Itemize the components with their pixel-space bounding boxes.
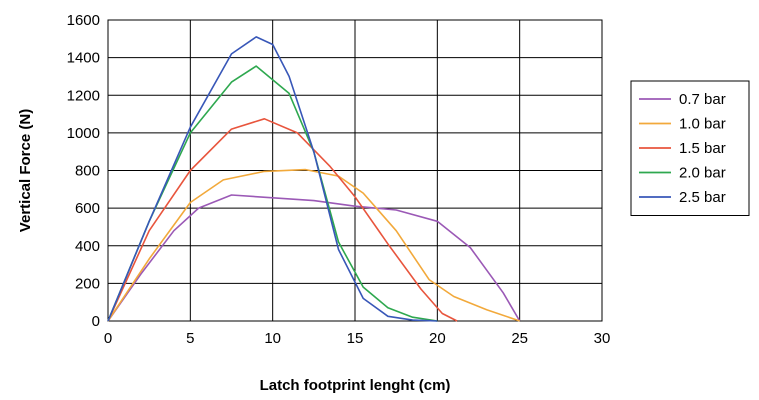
- y-tick-label: 1000: [67, 125, 100, 142]
- x-tick-label: 25: [511, 330, 528, 347]
- y-axis-title: Vertical Force (N): [17, 109, 34, 232]
- y-tick-label: 0: [92, 313, 100, 330]
- x-tick-label: 0: [104, 330, 112, 347]
- x-tick-label: 10: [264, 330, 281, 347]
- plot-area-border: [107, 19, 603, 322]
- legend-label: 1.0 bar: [679, 116, 726, 133]
- y-tick-label: 1400: [67, 50, 100, 67]
- y-tick-label: 800: [75, 163, 100, 180]
- x-tick-label: 30: [594, 330, 611, 347]
- x-tick-label: 15: [347, 330, 364, 347]
- x-tick-label: 5: [186, 330, 194, 347]
- legend-label: 0.7 bar: [679, 91, 726, 108]
- legend-label: 2.0 bar: [679, 165, 726, 182]
- grid-lines: [107, 19, 603, 322]
- y-tick-label: 1600: [67, 12, 100, 29]
- y-tick-label: 600: [75, 200, 100, 217]
- series-line-1: [107, 194, 521, 322]
- series-line-5: [107, 36, 438, 322]
- y-tick-label: 1200: [67, 87, 100, 104]
- series-lines: [107, 36, 521, 322]
- x-tick-label: 20: [429, 330, 446, 347]
- y-tick-label: 200: [75, 275, 100, 292]
- legend-label: 2.5 bar: [679, 189, 726, 206]
- y-tick-label: 400: [75, 238, 100, 255]
- series-line-3: [107, 118, 458, 322]
- x-axis-title: Latch footprint lenght (cm): [260, 377, 451, 394]
- tick-labels: 0 5 10 15 20 25 30 0 200 400 600 800 1000 1200 1400 160…: [67, 12, 611, 347]
- legend-label: 1.5 bar: [679, 140, 726, 157]
- series-line-4: [107, 65, 438, 322]
- legend: 0.7 bar 1.0 bar 1.5 bar 2.0 bar 2.5 bar: [630, 80, 750, 216]
